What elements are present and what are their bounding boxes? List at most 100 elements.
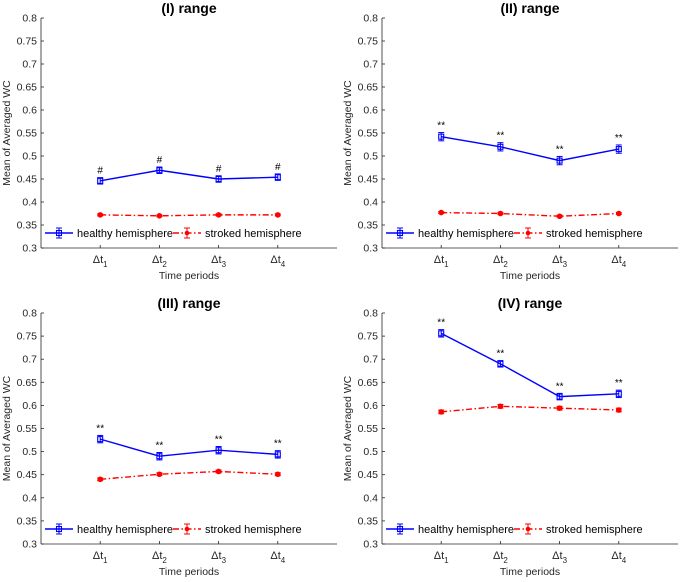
y-tick-label: 0.8 [22,308,37,320]
x-tick-label-subscript: 2 [503,556,508,565]
legend: healthy hemisphere stroked hemisphere [45,523,302,536]
data-point-healthy [615,146,622,153]
significance-annotation: ** [615,133,623,144]
y-tick-label: 0.65 [358,82,379,94]
chart-panel-4: 0.3 0.35 0.4 0.45 0.5 0.55 0.6 0.65 0.7 0.75 0.8 Δt… [342,295,678,578]
y-tick-label: 0.4 [363,197,378,209]
y-tick-label: 0.65 [17,82,38,94]
x-tick-label: Δt4 [270,550,285,565]
x-axis-label: Time periods [500,270,560,282]
x-tick-label-subscript: 4 [281,260,286,269]
x-tick-label-base: Δt [93,550,103,562]
data-point-stroked [156,213,163,219]
data-point-healthy [615,390,622,397]
x-tick-label-base: Δt [211,254,221,266]
x-tick-label-subscript: 3 [563,556,568,565]
x-tick-label-subscript: 4 [622,556,627,565]
y-tick-label: 0.3 [22,539,37,551]
significance-annotation: # [216,164,222,175]
y-tick-label: 0.75 [17,36,38,48]
y-tick-label: 0.7 [22,354,37,366]
x-tick-label: Δt4 [611,254,626,269]
x-tick-label-base: Δt [434,550,444,562]
x-tick-label-base: Δt [152,254,162,266]
y-tick-label: 0.55 [17,128,38,140]
y-tick-label: 0.4 [363,492,378,504]
legend-marker [55,229,63,237]
significance-annotation: ** [497,349,505,360]
significance-annotation: ** [556,381,564,392]
data-point-healthy [556,157,563,164]
legend: healthy hemisphere stroked hemisphere [386,523,643,536]
y-tick-label: 0.5 [363,151,378,163]
x-tick-label-base: Δt [270,254,280,266]
y-tick-label: 0.8 [22,13,37,25]
y-tick-label: 0.3 [363,539,378,551]
data-point-stroked [438,209,445,216]
x-tick-label-subscript: 2 [162,260,167,269]
series-line-healthy [440,332,619,398]
y-tick-label: 0.5 [363,446,378,458]
x-tick-label: Δt2 [493,254,508,269]
data-point-stroked [556,213,563,220]
data-point-healthy [97,436,104,443]
x-tick-label: Δt1 [434,254,449,269]
legend-label: stroked hemisphere [546,228,643,240]
data-point-healthy [274,451,281,458]
x-tick-label: Δt4 [611,550,626,565]
chart-panel-2: 0.3 0.35 0.4 0.45 0.5 0.55 0.6 0.65 0.7 0.75 0.8 Δt… [342,0,678,282]
series-line-healthy [441,135,619,162]
legend-label: healthy hemisphere [77,228,173,240]
x-tick-label-base: Δt [211,550,221,562]
y-tick-label: 0.8 [363,13,378,25]
data-point-stroked [497,210,504,217]
significance-annotation: ** [497,131,505,142]
y-tick-label: 0.6 [363,105,378,117]
data-point-stroked [438,409,445,415]
y-tick-label: 0.7 [22,59,37,71]
x-tick-label-subscript: 3 [222,260,227,269]
legend-marker [525,230,531,236]
x-tick-label-base: Δt [552,254,562,266]
data-point-healthy [497,360,504,367]
x-tick-label-base: Δt [93,254,103,266]
chart-title: (II) range [500,0,559,16]
legend-label: stroked hemisphere [205,524,302,536]
legend-label: stroked hemisphere [546,524,643,536]
y-tick-label: 0.75 [358,331,379,343]
data-point-stroked [275,212,281,218]
y-tick-label: 0.4 [22,492,37,504]
y-axis-label: Mean of Averaged WC [1,375,13,481]
x-tick-label: Δt3 [211,550,226,565]
chart-title: (IV) range [498,295,563,311]
legend-marker [396,525,404,533]
data-point-stroked [616,407,622,413]
y-tick-label: 0.45 [17,469,38,481]
series-line-stroked [100,470,278,481]
x-tick-label: Δt1 [93,550,108,565]
series-line-stroked [441,211,619,217]
y-tick-label: 0.55 [17,423,38,435]
y-tick-label: 0.7 [363,354,378,366]
x-tick-label-subscript: 2 [503,260,508,269]
y-tick-label: 0.7 [363,59,378,71]
y-tick-label: 0.6 [22,400,37,412]
x-axis-label: Time periods [500,566,560,577]
significance-annotation: ** [215,435,223,446]
x-tick-label-subscript: 1 [444,556,449,565]
x-tick-label-subscript: 1 [103,260,108,269]
x-tick-label: Δt4 [270,254,285,269]
legend: healthy hemisphere stroked hemisphere [45,227,302,240]
y-tick-label: 0.6 [22,105,37,117]
series-line-healthy [100,169,278,182]
x-tick-label-base: Δt [493,550,503,562]
data-point-stroked [215,468,222,475]
legend-marker [184,230,190,236]
significance-annotation: # [157,155,163,166]
data-point-healthy [97,177,104,184]
x-tick-label-base: Δt [493,254,503,266]
significance-annotation: # [97,166,103,177]
x-tick-label: Δt2 [493,550,508,565]
significance-annotation: ** [274,439,282,450]
x-tick-label-subscript: 3 [563,260,568,269]
